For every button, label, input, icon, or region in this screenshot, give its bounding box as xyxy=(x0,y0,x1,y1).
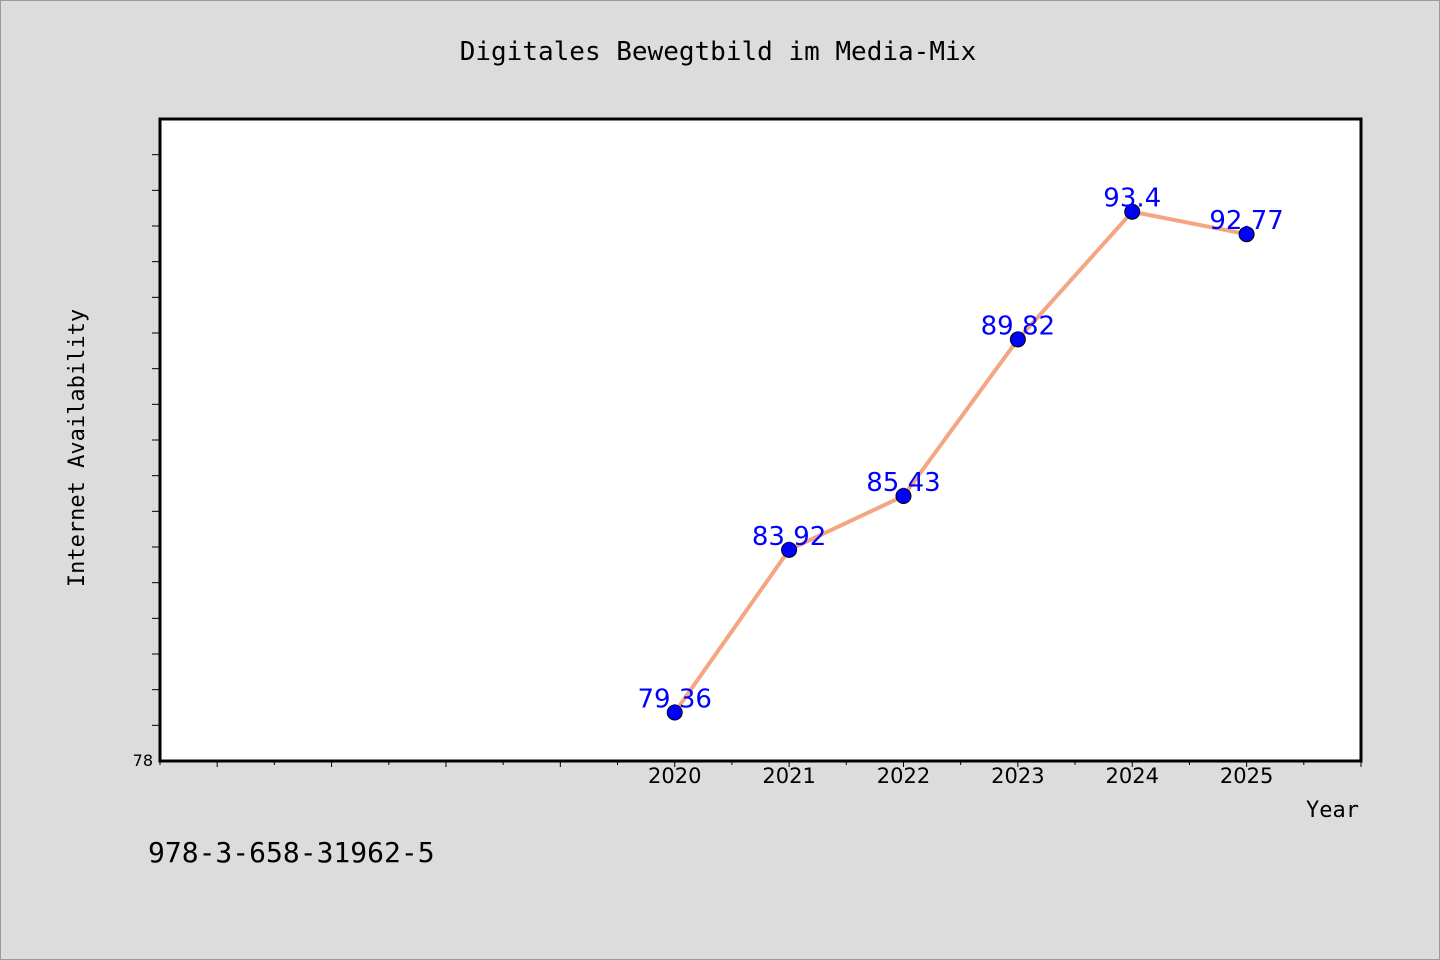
series-markers xyxy=(666,203,1255,721)
data-label: 83.92 xyxy=(752,522,826,552)
x-tick-label: 2021 xyxy=(762,764,815,788)
x-axis-label: Year xyxy=(1306,798,1359,823)
x-tick-label: 2025 xyxy=(1220,764,1273,788)
x-tick-label: 2020 xyxy=(648,764,701,788)
data-point-marker xyxy=(1124,203,1141,220)
x-tick-label: 2024 xyxy=(1106,764,1159,788)
data-point-marker xyxy=(1009,331,1026,348)
y-axis-label: Internet Availability xyxy=(65,309,90,587)
series-line-group xyxy=(672,209,1249,715)
data-label: 85.43 xyxy=(866,468,940,498)
x-tick-labels: 2020 2021 2022 2023 2024 2025 xyxy=(648,764,1273,788)
y-tick-label: 78 xyxy=(133,751,153,770)
data-label: 79.36 xyxy=(637,684,711,714)
data-point-marker xyxy=(781,541,798,558)
data-point-marker xyxy=(895,487,912,504)
x-tick-label: 2022 xyxy=(877,764,930,788)
series-line xyxy=(672,209,1249,715)
chart-title: Digitales Bewegtbild im Media-Mix xyxy=(460,37,977,67)
data-label: 93.4 xyxy=(1103,184,1161,214)
plot-area xyxy=(158,117,1363,763)
data-label: 89.82 xyxy=(981,311,1055,341)
data-labels: 79.36 83.92 85.43 89.82 93.4 92.77 xyxy=(637,184,1283,715)
data-point-marker xyxy=(1238,226,1255,243)
x-tick-label: 2023 xyxy=(991,764,1044,788)
footnote-isbn: 978-3-658-31962-5 xyxy=(148,836,435,869)
y-axis-ticks xyxy=(152,154,160,726)
data-point-marker xyxy=(666,704,683,721)
data-label: 92.77 xyxy=(1209,206,1283,236)
x-axis-ticks xyxy=(159,761,1362,767)
